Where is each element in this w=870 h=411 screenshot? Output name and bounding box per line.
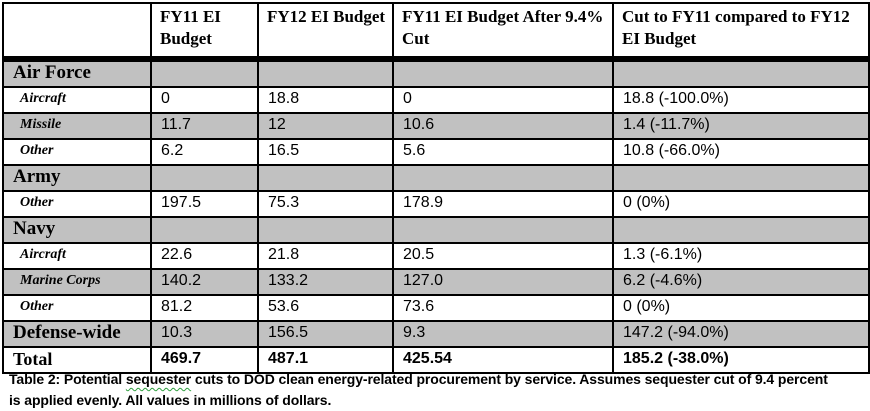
table-row-navy: Navy [2, 216, 870, 244]
spellchecked-word: sequester [125, 371, 192, 387]
cell-value [612, 164, 870, 192]
cell-value: 0 [392, 86, 614, 114]
cell-value: 73.6 [392, 294, 614, 322]
table-row-army: Army [2, 164, 870, 192]
table-row-marine-corps: Marine Corps 140.2 133.2 127.0 6.2 (-4.6%) [2, 268, 870, 296]
caption-line-1: Table 2: Potential sequester cuts to DOD… [9, 369, 865, 390]
cell-value [257, 58, 394, 88]
table-row-aircraft: Aircraft 0 18.8 0 18.8 (-100.0%) [2, 86, 870, 114]
cell-value [257, 216, 394, 244]
column-header-fy12-budget: FY12 EI Budget [257, 2, 394, 62]
cell-value: 10.6 [392, 112, 614, 140]
row-label: Other [2, 190, 152, 218]
cell-value: 1.4 (-11.7%) [612, 112, 870, 140]
row-label: Air Force [2, 58, 152, 88]
table-caption: Table 2: Potential sequester cuts to DOD… [9, 369, 865, 411]
cell-value [150, 164, 259, 192]
cell-value: 487.1 [257, 346, 394, 374]
cell-value [150, 58, 259, 88]
cell-value: 140.2 [150, 268, 259, 296]
cell-value: 5.6 [392, 138, 614, 166]
cell-value: 12 [257, 112, 394, 140]
cell-value: 53.6 [257, 294, 394, 322]
cell-value [392, 58, 614, 88]
table-row-air-force: Air Force [2, 58, 870, 88]
cell-value: 133.2 [257, 268, 394, 296]
table-row-aircraft: Aircraft 22.6 21.8 20.5 1.3 (-6.1%) [2, 242, 870, 270]
table-row-total: Total 469.7 487.1 425.54 185.2 (-38.0%) [2, 346, 870, 374]
row-label: Total [2, 346, 152, 374]
table-row-other: Other 197.5 75.3 178.9 0 (0%) [2, 190, 870, 218]
cell-value: 197.5 [150, 190, 259, 218]
caption-line-2: is applied evenly. All values in million… [9, 392, 332, 408]
cell-value: 6.2 (-4.6%) [612, 268, 870, 296]
cell-value: 147.2 (-94.0%) [612, 320, 870, 348]
table-row-other: Other 81.2 53.6 73.6 0 (0%) [2, 294, 870, 322]
cell-value [150, 216, 259, 244]
cell-value [612, 58, 870, 88]
cell-value: 10.8 (-66.0%) [612, 138, 870, 166]
cell-value [392, 216, 614, 244]
cell-value [612, 216, 870, 244]
cell-value: 10.3 [150, 320, 259, 348]
cell-value: 16.5 [257, 138, 394, 166]
cell-value [257, 164, 394, 192]
row-label: Navy [2, 216, 152, 244]
row-label: Other [2, 138, 152, 166]
row-label: Army [2, 164, 152, 192]
cell-value: 22.6 [150, 242, 259, 270]
cell-value: 0 [150, 86, 259, 114]
caption-text: cuts to DOD clean energy-related procure… [191, 371, 828, 387]
cell-value: 1.3 (-6.1%) [612, 242, 870, 270]
table-row-other: Other 6.2 16.5 5.6 10.8 (-66.0%) [2, 138, 870, 166]
cell-value [392, 164, 614, 192]
column-header-fy11-after-cut: FY11 EI Budget After 9.4% Cut [392, 2, 614, 62]
column-header-fy11-budget: FY11 EI Budget [150, 2, 259, 62]
cell-value: 127.0 [392, 268, 614, 296]
cell-value: 11.7 [150, 112, 259, 140]
cell-value: 425.54 [392, 346, 614, 374]
cell-value: 75.3 [257, 190, 394, 218]
table-row-missile: Missile 11.7 12 10.6 1.4 (-11.7%) [2, 112, 870, 140]
row-label: Marine Corps [2, 268, 152, 296]
cell-value: 18.8 [257, 86, 394, 114]
cell-value: 9.3 [392, 320, 614, 348]
cell-value: 185.2 (-38.0%) [612, 346, 870, 374]
row-label: Aircraft [2, 86, 152, 114]
column-header-rowlabels [2, 2, 152, 62]
cell-value: 469.7 [150, 346, 259, 374]
cell-value: 178.9 [392, 190, 614, 218]
cell-value: 0 (0%) [612, 190, 870, 218]
table-row-defense-wide: Defense-wide 10.3 156.5 9.3 147.2 (-94.0%) [2, 320, 870, 348]
column-header-cut-comparison: Cut to FY11 compared to FY12 EI Budget [612, 2, 870, 62]
cell-value: 156.5 [257, 320, 394, 348]
cell-value: 18.8 (-100.0%) [612, 86, 870, 114]
cell-value: 0 (0%) [612, 294, 870, 322]
header-row: FY11 EI Budget FY12 EI Budget FY11 EI Bu… [2, 2, 870, 62]
row-label: Defense-wide [2, 320, 152, 348]
cell-value: 6.2 [150, 138, 259, 166]
row-label: Other [2, 294, 152, 322]
row-label: Aircraft [2, 242, 152, 270]
cell-value: 81.2 [150, 294, 259, 322]
budget-table: FY11 EI Budget FY12 EI Budget FY11 EI Bu… [2, 2, 870, 374]
caption-text: Table 2: Potential [9, 371, 126, 387]
cell-value: 20.5 [392, 242, 614, 270]
cell-value: 21.8 [257, 242, 394, 270]
row-label: Missile [2, 112, 152, 140]
